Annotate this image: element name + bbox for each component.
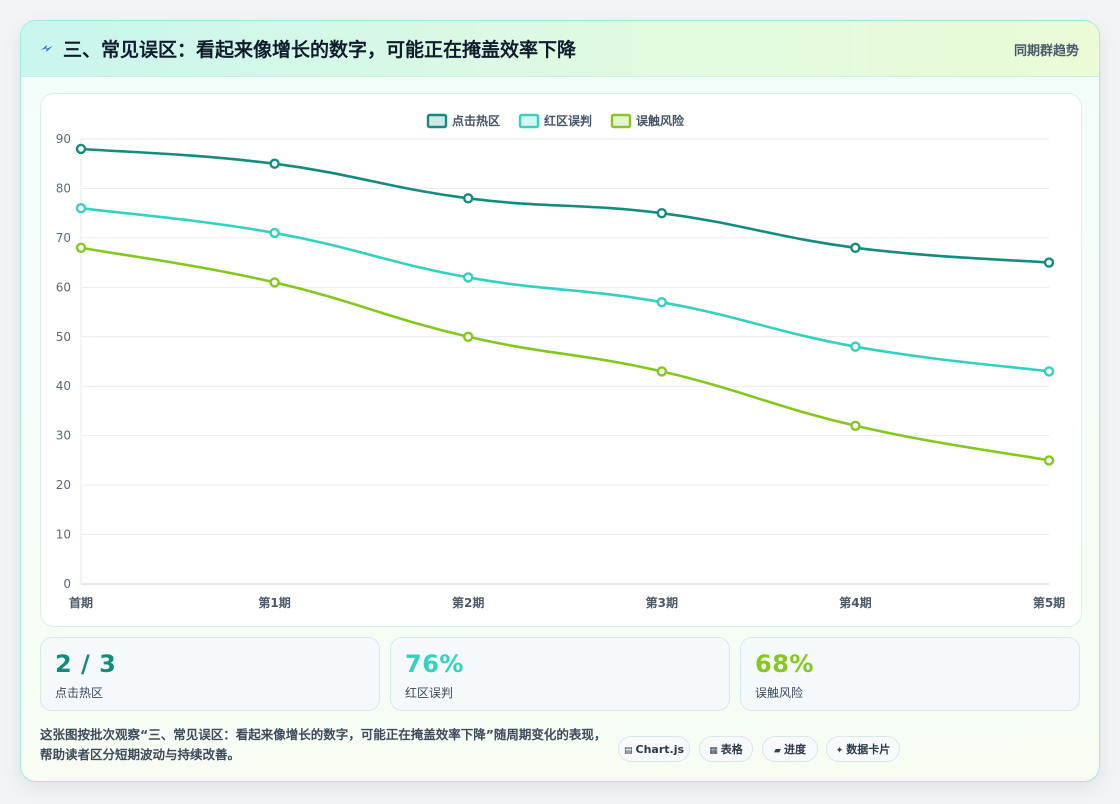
stat-card-click-hotspot: 2 / 3 点击热区 [40,637,380,711]
tag-label: Chart.js [635,743,685,756]
chart-container: 0 10 20 30 40 50 60 70 80 90 首期 第1期 第2期 第3期 第4期 第5期 点击热区… [40,93,1082,627]
stat-value: 68% [755,650,814,678]
table-icon: ▦ [709,746,718,756]
x-tick-label: 首期 [69,595,93,610]
card-header: 三、常见误区：看起来像增长的数字，可能正在掩盖效率下降 同期群趋势 [21,21,1099,77]
data-point [463,193,474,204]
x-tick-label: 第1期 [258,595,290,610]
data-point [269,227,280,239]
y-tick-label: 40 [56,379,71,393]
data-card-tag[interactable]: ✦ 数据卡片 [826,736,900,762]
stat-label: 误触风险 [755,686,804,700]
legend-swatch [610,113,632,129]
chartjs-tag[interactable]: ▤ Chart.js [618,736,690,762]
y-tick-label: 70 [56,231,71,245]
y-tick-label: 60 [56,280,71,294]
x-tick-label: 第4期 [839,595,871,610]
series-line-1 [80,147,1050,264]
data-point [656,207,667,219]
x-tick-label: 第3期 [646,595,678,610]
data-point [75,203,87,214]
legend-swatch [426,113,448,129]
series-line-3 [80,246,1050,462]
y-tick-label: 20 [56,478,71,492]
stat-label: 红区误判 [405,686,454,700]
stat-card-red-zone: 76% 红区误判 [390,637,730,711]
table-tag[interactable]: ▦ 表格 [699,736,753,762]
page-title: 三、常见误区：看起来像增长的数字，可能正在掩盖效率下降 [63,39,577,61]
sparkle-icon: ✦ [835,746,844,756]
data-point [463,331,474,342]
stat-card-mistouch-risk: 68% 误触风险 [740,637,1080,711]
data-point [656,296,667,308]
data-point [850,242,861,253]
y-tick-label: 10 [56,528,71,542]
stat-value: 76% [405,650,464,678]
chart-description: 这张图按批次观察“三、常见误区：看起来像增长的数字，可能正在掩盖效率下降”随周期… [40,727,607,762]
line-chart: 0 10 20 30 40 50 60 70 80 90 首期 第1期 第2期 第3期 第4期 第5期 点击热区… [56,113,1065,610]
data-point [850,420,861,431]
data-point [656,366,667,377]
stat-value: 2 / 3 [55,650,117,678]
x-tick-label: 第2期 [452,595,484,610]
y-tick-label: 50 [56,330,71,344]
legend-label: 红区误判 [544,113,592,128]
y-tick-label: 80 [56,181,71,195]
tag-label: 表格 [720,743,743,756]
progress-tag[interactable]: ▰ 进度 [762,736,818,762]
data-point [850,341,861,352]
chart-icon: ▤ [623,746,633,756]
y-tick-label: 0 [63,577,71,591]
legend-swatch [518,113,540,129]
legend-label: 点击热区 [452,113,500,128]
y-tick-label: 30 [56,429,71,443]
data-point [75,242,87,253]
trend-card: 三、常见误区：看起来像增长的数字，可能正在掩盖效率下降 同期群趋势 0 10 20 3… [20,20,1100,782]
tag-label: 进度 [783,743,806,756]
data-point [75,143,87,155]
stat-label: 点击热区 [55,686,104,700]
lightning-icon [41,45,53,52]
legend-label: 误触风险 [636,113,685,128]
progress-icon: ▰ [774,746,781,756]
data-point [1043,366,1055,377]
data-point [1043,257,1055,268]
y-tick-label: 90 [56,132,71,146]
data-point [269,277,280,288]
series-line-2 [80,206,1050,373]
data-point [1043,455,1055,466]
x-tick-label: 第5期 [1033,595,1065,610]
tag-label: 数据卡片 [846,743,891,756]
cohort-trend-label: 同期群趋势 [1013,44,1079,59]
data-point [463,272,474,283]
data-point [269,158,280,169]
